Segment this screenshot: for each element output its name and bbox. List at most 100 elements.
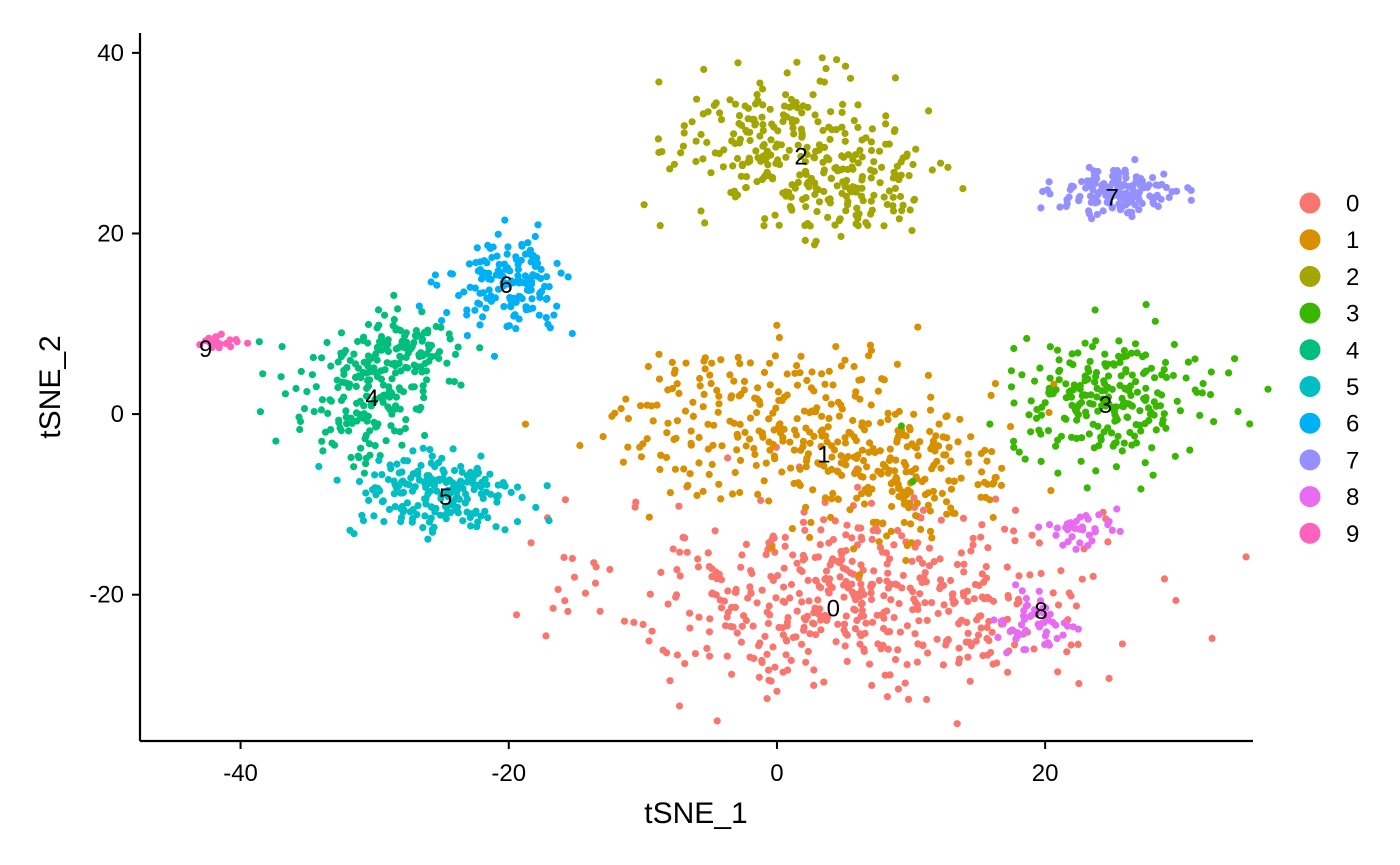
point bbox=[517, 256, 525, 264]
point bbox=[765, 497, 773, 505]
point bbox=[960, 568, 968, 576]
point bbox=[335, 419, 343, 427]
point bbox=[384, 347, 392, 355]
point bbox=[866, 341, 875, 349]
point bbox=[833, 467, 841, 475]
y-axis-ticks: -20 0 20 40 bbox=[89, 40, 140, 609]
point bbox=[206, 339, 214, 347]
point bbox=[466, 468, 475, 476]
point bbox=[1173, 397, 1181, 405]
point bbox=[1023, 334, 1031, 343]
point bbox=[907, 520, 915, 528]
point bbox=[675, 702, 684, 710]
point bbox=[431, 271, 439, 279]
point bbox=[822, 432, 830, 440]
point bbox=[916, 590, 924, 598]
point bbox=[784, 614, 792, 622]
point bbox=[385, 387, 394, 395]
point bbox=[534, 221, 542, 229]
point bbox=[630, 618, 638, 627]
point bbox=[1052, 386, 1060, 394]
point bbox=[340, 366, 348, 375]
point bbox=[771, 455, 779, 463]
point bbox=[812, 184, 820, 192]
point bbox=[801, 236, 809, 244]
point bbox=[599, 433, 607, 441]
point bbox=[967, 642, 976, 650]
point bbox=[1210, 418, 1218, 426]
point bbox=[656, 222, 664, 230]
point bbox=[955, 620, 963, 628]
point bbox=[1161, 358, 1170, 367]
point bbox=[990, 616, 998, 624]
point bbox=[447, 270, 455, 278]
point bbox=[655, 375, 664, 383]
legend-key bbox=[1299, 339, 1321, 361]
point bbox=[355, 477, 364, 486]
point bbox=[549, 604, 557, 612]
point bbox=[1101, 350, 1109, 358]
point bbox=[292, 384, 300, 393]
point bbox=[813, 208, 821, 216]
point bbox=[507, 301, 515, 309]
point bbox=[1092, 337, 1100, 345]
point bbox=[897, 422, 906, 430]
point bbox=[884, 645, 892, 653]
point bbox=[1154, 202, 1162, 210]
point bbox=[854, 483, 862, 491]
point bbox=[814, 596, 822, 604]
point bbox=[868, 125, 877, 133]
point bbox=[516, 293, 524, 301]
point bbox=[1160, 366, 1168, 374]
point bbox=[370, 512, 378, 520]
point bbox=[912, 511, 920, 520]
point bbox=[866, 660, 874, 668]
point bbox=[1142, 301, 1150, 309]
point bbox=[1088, 215, 1096, 223]
point bbox=[891, 656, 900, 664]
point bbox=[825, 156, 833, 164]
point bbox=[814, 118, 822, 126]
point bbox=[1041, 632, 1049, 640]
point bbox=[732, 585, 740, 594]
point bbox=[410, 339, 418, 347]
point bbox=[704, 549, 712, 557]
point bbox=[1022, 626, 1030, 635]
point bbox=[859, 457, 868, 465]
point bbox=[1055, 376, 1063, 384]
point bbox=[930, 494, 939, 502]
point bbox=[694, 563, 703, 571]
point bbox=[921, 475, 929, 483]
point bbox=[870, 167, 878, 175]
point bbox=[796, 171, 804, 179]
point bbox=[894, 646, 902, 654]
point bbox=[512, 611, 521, 619]
point bbox=[620, 617, 629, 625]
point bbox=[1107, 429, 1116, 437]
point bbox=[1127, 391, 1135, 399]
point bbox=[1065, 193, 1073, 201]
cluster-4-points bbox=[255, 291, 484, 477]
point bbox=[822, 567, 831, 575]
point bbox=[362, 454, 370, 462]
point bbox=[1010, 443, 1018, 451]
point bbox=[513, 483, 522, 491]
point bbox=[804, 220, 812, 228]
point bbox=[816, 77, 824, 85]
point bbox=[444, 486, 452, 494]
point bbox=[817, 442, 825, 451]
point bbox=[925, 107, 933, 115]
point bbox=[858, 136, 866, 144]
point bbox=[848, 588, 857, 596]
point bbox=[1113, 505, 1121, 513]
point bbox=[724, 587, 732, 595]
point bbox=[866, 439, 874, 447]
point bbox=[544, 320, 552, 328]
point bbox=[705, 470, 713, 479]
point bbox=[708, 460, 716, 469]
point bbox=[1020, 615, 1029, 624]
point bbox=[957, 474, 965, 482]
point bbox=[686, 609, 694, 617]
point bbox=[455, 495, 463, 503]
point bbox=[992, 495, 1000, 503]
